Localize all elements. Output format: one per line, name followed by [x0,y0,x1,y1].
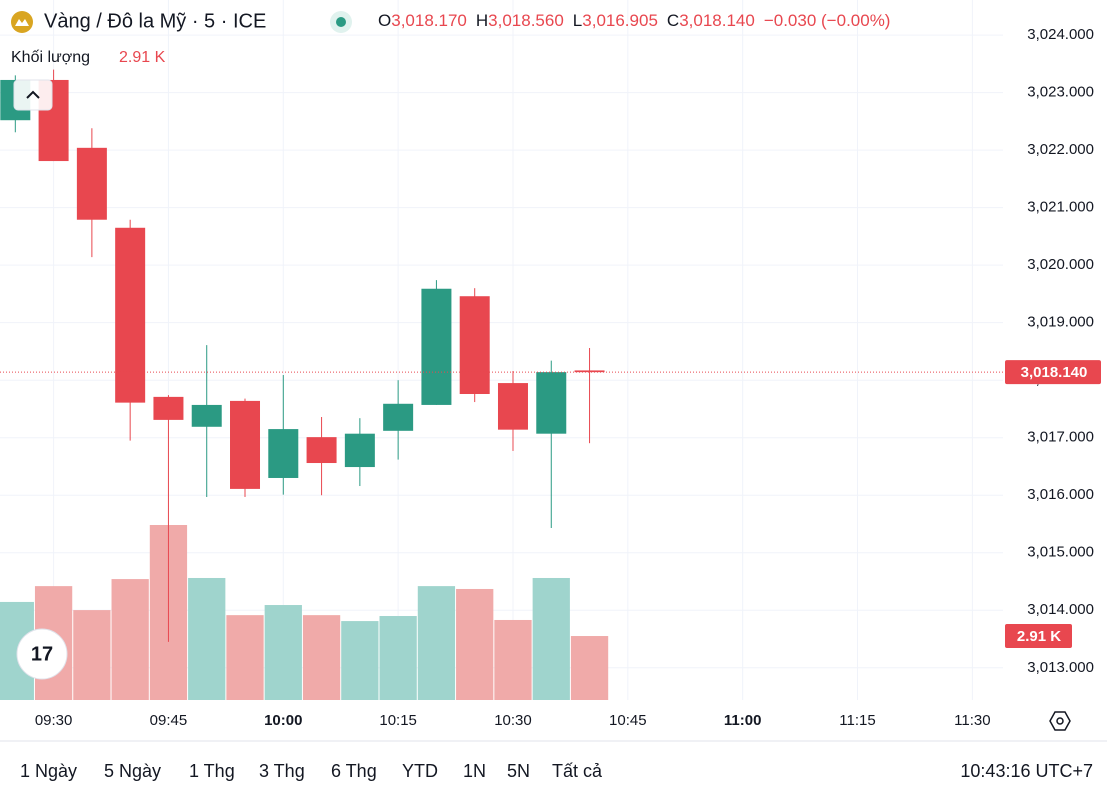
ohlc-key: H [476,11,488,30]
candle-body [153,396,184,420]
range-button[interactable]: 3 Thg [259,761,305,781]
candle-body [421,288,452,405]
x-tick-label: 10:30 [494,712,532,729]
range-button[interactable]: 1 Thg [189,761,235,781]
volume-title: Khối lượng [11,49,90,66]
volume-label-box [1005,624,1072,649]
logo-glyph: 17 [31,643,53,665]
x-axis: 09:30 09:45 10:00 10:15 10:30 10:45 11:00 11:15… [35,712,991,729]
candle-layer [0,69,1003,642]
volume-label: 2.91 K [1017,628,1061,645]
x-tick-label: 11:15 [839,712,875,729]
clock: 10:43:16 UTC+7 [960,761,1093,781]
volume-bar [570,636,609,700]
status-dot [336,17,346,27]
volume-bar [226,615,264,700]
x-tick-label: 10:00 [264,712,302,729]
candle-body [76,147,107,220]
ohlc-value: 3,018.560 [488,11,564,30]
range-button[interactable]: 1N [463,761,486,781]
candle-body [536,372,567,434]
y-tick-label: 3,017.000 [1027,429,1094,446]
ohlc-key: O [378,11,391,30]
volume-bar [188,577,226,700]
y-tick-label: 3,019.000 [1027,314,1094,331]
change: −0.030 (−0.00%) [764,11,891,30]
y-tick-label: 3,022.000 [1027,141,1094,158]
logo[interactable] [16,628,68,680]
volume-value: 2.91 K [119,49,166,66]
x-tick-label: 10:15 [379,712,417,729]
range-button[interactable]: Tất cả [552,761,603,781]
volume-bar [532,577,570,700]
candle-body [191,404,222,427]
ohlc-legend: O3,018.170 H3,018.560 L3,016.905 C3,018.140… [378,11,890,30]
ohlc-value: 3,018.140 [679,11,755,30]
symbol-icon-glyph [15,19,29,26]
candle-body [115,227,146,403]
x-tick-label: 11:00 [724,712,762,729]
volume-bar [494,619,532,700]
range-button[interactable]: 1 Ngày [20,761,77,781]
ohlc-value: 3,018.170 [391,11,467,30]
volume-bar [417,586,456,700]
settings-icon[interactable] [1049,711,1071,731]
ohlc-key: C [667,11,679,30]
y-tick-label: 3,020.000 [1027,256,1094,273]
x-tick-label: 10:45 [609,712,647,729]
range-button[interactable]: 5N [507,761,530,781]
ohlc-value: 3,016.905 [582,11,658,30]
chart-title: Vàng / Đô la Mỹ · 5 · ICE [44,10,266,32]
volume-bar [73,610,111,700]
candle-body [268,429,299,478]
axes: 3,013.000 3,014.000 3,015.000 3,016.000 3,01… [1005,26,1101,676]
price-label-box [1005,360,1101,385]
y-tick-label: 3,016.000 [1027,486,1094,503]
y-tick-label: 3,014.000 [1027,601,1094,618]
symbol-icon [11,11,33,33]
volume-bar [111,579,149,700]
range-button[interactable]: YTD [402,761,438,781]
range-button[interactable]: 6 Thg [331,761,377,781]
collapse-button[interactable] [13,79,53,111]
y-tick-label: 3,013.000 [1027,659,1094,676]
range-button[interactable]: 5 Ngày [104,761,161,781]
volume-bar [379,616,417,700]
y-tick-label: 3,023.000 [1027,84,1094,101]
volume-bar [456,588,494,700]
candle-body [383,403,414,431]
x-tick-label: 11:30 [954,712,990,729]
collapse-icon [26,90,40,99]
settings-icon-center [1056,717,1064,725]
candle-body [497,383,528,430]
candle-body [306,437,337,464]
volume-layer [0,525,609,700]
x-tick-label: 09:45 [150,712,188,729]
ohlc-key: L [573,11,582,30]
volume-bar [264,605,302,700]
y-tick-label: 3,021.000 [1027,199,1094,216]
volume-bar [302,615,341,700]
footer: 1 Ngày 5 Ngày 1 Thg 3 Thg 6 Thg YTD 1N 5N Tất cả… [20,761,1093,781]
candle-body [459,296,490,395]
candle-body [344,433,375,468]
candle-body [574,370,605,373]
y-tick-label: 3,015.000 [1027,544,1094,561]
price-label: 3,018.140 [1021,364,1088,381]
volume-bar [341,621,379,700]
x-tick-label: 09:30 [35,712,73,729]
candle-body [230,400,261,489]
y-tick-label: 3,024.000 [1027,26,1094,43]
